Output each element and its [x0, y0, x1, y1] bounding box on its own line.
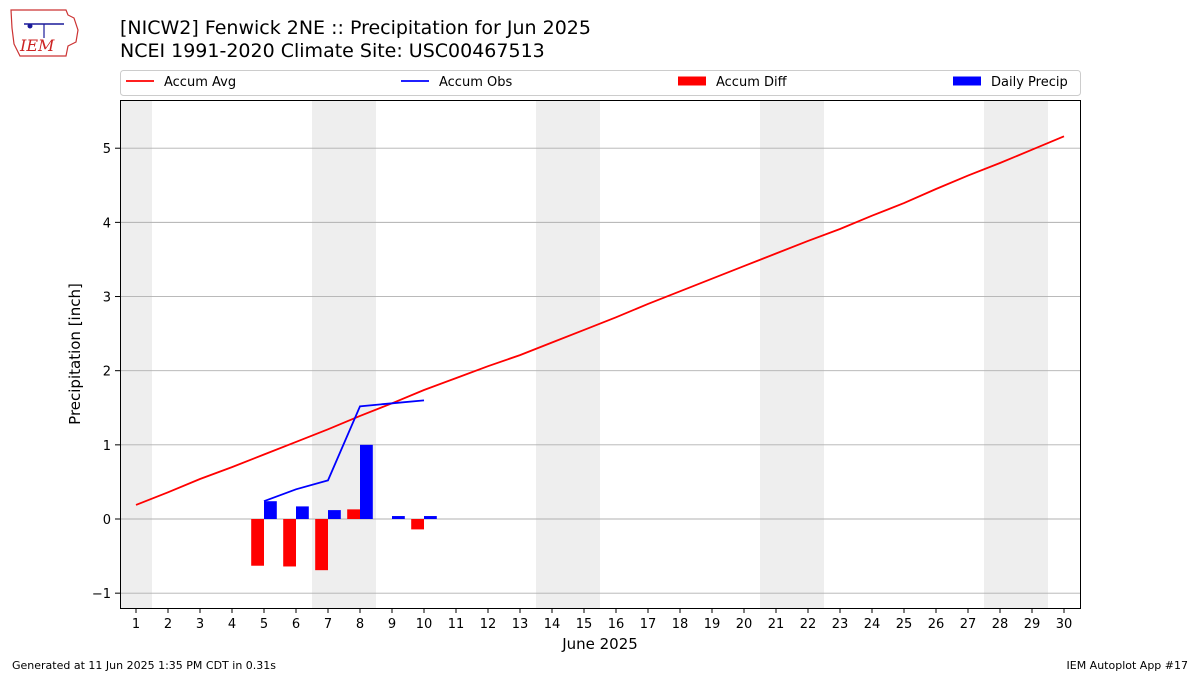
- x-tick-label-8: 8: [356, 617, 364, 632]
- y-tick-label-0: 0: [103, 513, 111, 528]
- y-tick-label-4: 4: [103, 216, 111, 231]
- x-tick-label-18: 18: [672, 617, 689, 632]
- x-tick-label-3: 3: [196, 617, 204, 632]
- daily-bar-day-9: [392, 516, 405, 520]
- diff-bar-day-6: [283, 519, 296, 567]
- legend-box: [120, 70, 1081, 96]
- x-tick-label-13: 13: [512, 617, 529, 632]
- y-tick-label-3: 3: [103, 291, 111, 306]
- x-tick-label-29: 29: [1024, 617, 1041, 632]
- diff-bar-day-10: [411, 519, 424, 530]
- x-tick-label-26: 26: [928, 617, 945, 632]
- diff-bar-day-7: [315, 519, 328, 571]
- x-tick-label-23: 23: [832, 617, 849, 632]
- x-tick-label-14: 14: [544, 617, 561, 632]
- x-tick-label-6: 6: [292, 617, 300, 632]
- x-tick-label-21: 21: [768, 617, 785, 632]
- x-tick-label-1: 1: [132, 617, 140, 632]
- x-tick-label-28: 28: [992, 617, 1009, 632]
- x-tick-label-19: 19: [704, 617, 721, 632]
- weekend-shade-4: [984, 100, 1048, 608]
- x-tick-label-9: 9: [388, 617, 396, 632]
- generated-note: Generated at 11 Jun 2025 1:35 PM CDT in …: [12, 659, 277, 672]
- x-tick-label-22: 22: [800, 617, 817, 632]
- x-tick-label-7: 7: [324, 617, 332, 632]
- daily-bar-day-8: [360, 444, 373, 520]
- x-axis-label: June 2025: [561, 635, 638, 653]
- x-tick-label-4: 4: [228, 617, 236, 632]
- plot-frame: [120, 100, 1081, 609]
- x-tick-label-24: 24: [864, 617, 881, 632]
- daily-bar-day-10: [424, 516, 437, 520]
- daily-bar-day-5: [264, 501, 277, 520]
- x-tick-label-20: 20: [736, 617, 753, 632]
- diff-bar-day-8: [347, 509, 360, 520]
- chart-title: [NICW2] Fenwick 2NE :: Precipitation for…: [120, 17, 591, 39]
- accum-obs-line: [263, 399, 425, 503]
- accum-avg-line: [135, 135, 1065, 506]
- y-tick-label-2: 2: [103, 365, 111, 380]
- weekend-shade-3: [760, 100, 824, 608]
- x-tick-label-27: 27: [960, 617, 977, 632]
- weekend-shade-0: [120, 100, 152, 608]
- x-tick-label-11: 11: [448, 617, 465, 632]
- x-tick-label-16: 16: [608, 617, 625, 632]
- legend-label-daily-precip: Daily Precip: [991, 75, 1068, 90]
- legend-swatch-accum-diff: [678, 76, 706, 86]
- logo-text: IEM: [19, 36, 55, 55]
- weekend-shade-2: [536, 100, 600, 608]
- y-axis-label: Precipitation [inch]: [66, 283, 84, 425]
- x-tick-label-25: 25: [896, 617, 913, 632]
- x-tick-label-2: 2: [164, 617, 172, 632]
- daily-bar-day-7: [328, 510, 341, 520]
- legend-label-accum-diff: Accum Diff: [716, 75, 788, 90]
- y-tick-label-1: 1: [103, 439, 111, 454]
- x-tick-label-12: 12: [480, 617, 497, 632]
- diff-bar-day-5: [251, 519, 264, 566]
- app-note: IEM Autoplot App #17: [1066, 659, 1189, 672]
- x-tick-label-17: 17: [640, 617, 657, 632]
- x-tick-label-10: 10: [416, 617, 433, 632]
- x-tick-label-15: 15: [576, 617, 593, 632]
- y-tick-label-5: 5: [103, 142, 111, 157]
- x-tick-label-30: 30: [1056, 617, 1073, 632]
- legend-label-accum-obs: Accum Obs: [439, 75, 512, 90]
- daily-bar-day-6: [296, 506, 309, 520]
- chart-subtitle: NCEI 1991-2020 Climate Site: USC00467513: [120, 40, 545, 62]
- x-tick-label-5: 5: [260, 617, 268, 632]
- legend-label-accum-avg: Accum Avg: [164, 75, 236, 90]
- legend-swatch-daily-precip: [953, 76, 981, 86]
- iem-logo: IEM: [10, 9, 79, 57]
- y-tick-label--1: −1: [92, 587, 111, 602]
